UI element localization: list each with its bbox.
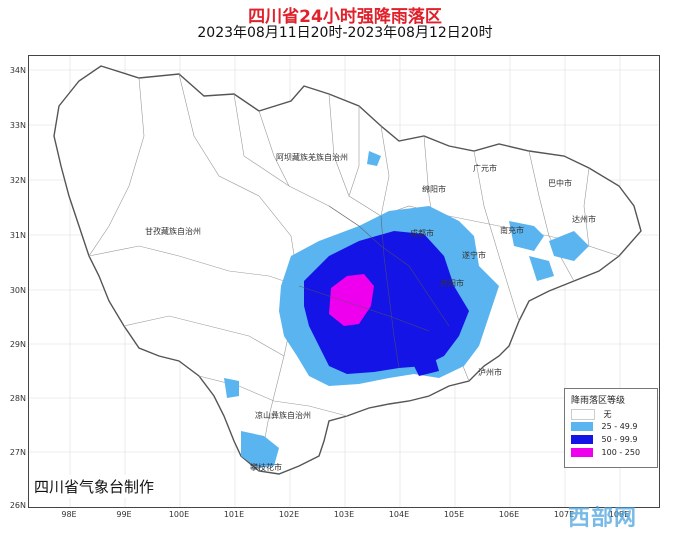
place-chengdu: 成都市 bbox=[410, 229, 434, 238]
map-subtitle: 2023年08月11日20时-2023年08月12日20时 bbox=[197, 25, 493, 41]
lon-label-106e: 106E bbox=[498, 510, 520, 519]
watermark-logo: 西部网 bbox=[568, 506, 638, 531]
legend-title: 降雨落区等级 bbox=[571, 396, 626, 406]
place-aba: 阿坝藏族羌族自治州 bbox=[276, 153, 348, 162]
lat-label-26n: 26N bbox=[9, 501, 26, 510]
lat-label-27n: 27N bbox=[9, 448, 26, 457]
place-panzhihua: 攀枝花市 bbox=[250, 463, 282, 472]
map-title: 四川省24小时强降雨落区 bbox=[248, 7, 442, 27]
lat-label-29n: 29N bbox=[9, 340, 26, 349]
lon-label-100e: 100E bbox=[168, 510, 190, 519]
lon-label-108e: 108E bbox=[608, 510, 630, 519]
legend-swatch-none bbox=[571, 409, 595, 420]
lat-label-28n: 28N bbox=[9, 394, 26, 403]
maker-credit: 四川省气象台制作 bbox=[30, 475, 159, 498]
map-area bbox=[28, 55, 660, 508]
overlay-boundaries bbox=[298, 205, 450, 369]
lon-label-102e: 102E bbox=[278, 510, 300, 519]
lon-label-103e: 103E bbox=[333, 510, 355, 519]
lat-label-30n: 30N bbox=[9, 286, 26, 295]
legend-item-50-99: 50 - 99.9 bbox=[571, 435, 638, 446]
place-dazhou: 达州市 bbox=[572, 215, 596, 224]
lat-label-34n: 34N bbox=[9, 66, 26, 75]
place-bazhong: 巴中市 bbox=[548, 179, 572, 188]
legend-item-100-250: 100 - 250 bbox=[571, 448, 640, 459]
place-ganzi: 甘孜藏族自治州 bbox=[145, 227, 201, 236]
lon-label-99e: 99E bbox=[116, 510, 132, 519]
lat-label-33n: 33N bbox=[9, 121, 26, 130]
legend-box: 降雨落区等级 无 25 - 49.9 50 - 99.9 100 - 250 bbox=[564, 388, 658, 468]
rain-zone-50-99 bbox=[304, 231, 469, 376]
lon-label-104e: 104E bbox=[388, 510, 410, 519]
lon-label-101e: 101E bbox=[223, 510, 245, 519]
lon-label-105e: 105E bbox=[443, 510, 465, 519]
lat-label-32n: 32N bbox=[9, 176, 26, 185]
lon-label-107e: 107E bbox=[553, 510, 575, 519]
place-ziyang: 资阳市 bbox=[440, 279, 464, 288]
lat-label-31n: 31N bbox=[9, 231, 26, 240]
legend-swatch-50-99 bbox=[571, 435, 593, 444]
rain-zone-100-250 bbox=[329, 274, 374, 326]
legend-item-none: 无 bbox=[571, 409, 612, 420]
legend-swatch-100-250 bbox=[571, 448, 593, 457]
place-liangshan: 凉山彝族自治州 bbox=[255, 411, 311, 420]
place-suining: 遂宁市 bbox=[462, 251, 486, 260]
legend-item-25-49: 25 - 49.9 bbox=[571, 422, 638, 433]
place-guangyuan: 广元市 bbox=[473, 164, 497, 173]
place-nanchong: 南充市 bbox=[500, 226, 524, 235]
legend-swatch-25-49 bbox=[571, 422, 593, 431]
place-luzhou: 泸州市 bbox=[478, 368, 502, 377]
lon-label-98e: 98E bbox=[61, 510, 77, 519]
map-canvas bbox=[29, 56, 659, 507]
place-mianyang: 绵阳市 bbox=[422, 185, 446, 194]
